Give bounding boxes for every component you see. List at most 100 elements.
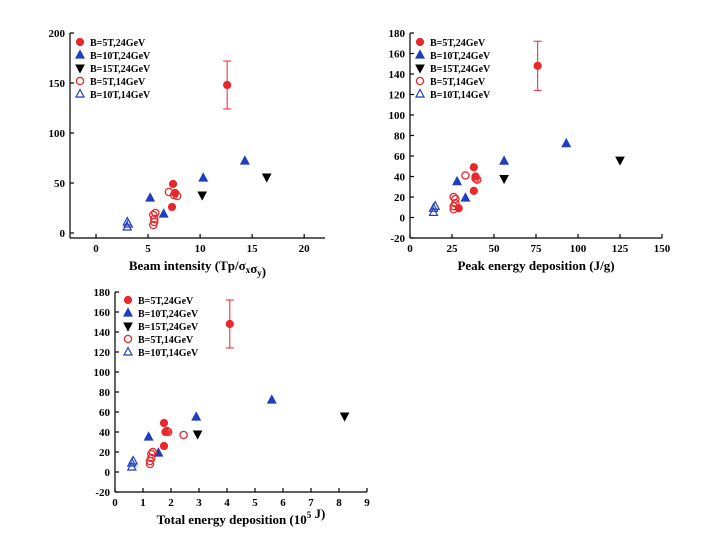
data-point [191,411,202,421]
x-tick-label: 5 [145,243,151,255]
data-point [461,171,470,180]
data-point [198,172,209,182]
x-tick-label: 15 [247,243,259,255]
x-tick-label: 0 [112,497,118,509]
legend-marker [415,76,425,86]
data-point [167,202,177,212]
y-tick-label: 140 [389,69,406,81]
data-point [460,192,471,202]
data-point [172,191,182,201]
y-tick-label: 40 [394,172,406,184]
legend-marker [123,346,133,356]
data-point [192,430,203,440]
data-point [261,173,272,183]
legend-label: B=5T,14GeV [430,77,486,88]
y-tick-label: 0 [105,467,111,479]
data-point [451,198,460,208]
y-tick-label: 160 [94,307,111,319]
data-point [128,455,139,465]
data-point [143,431,154,441]
y-tick-label: 0 [400,213,406,225]
y-tick-label: 140 [94,327,111,339]
legend-label: B=5T,14GeV [138,335,194,346]
data-point [499,155,510,165]
y-tick-label: 100 [94,367,111,379]
data-point [239,155,250,165]
y-tick-label: 120 [94,347,111,359]
data-point [469,163,478,172]
data-point [561,137,572,148]
y-tick-label: 180 [94,287,111,299]
y-tick-label: 160 [389,49,406,61]
legend-label: B=10T,24GeV [430,51,491,62]
y-tick-label: 20 [394,192,406,204]
x-axis-title: Beam intensity (Tp/σxσy) [129,258,266,279]
legend-label: B=10T,24GeV [90,51,151,62]
legend-marker [123,307,133,317]
y-tick-label: 80 [394,131,406,143]
x-tick-label: 9 [364,497,370,509]
x-tick-label: 0 [407,243,413,255]
data-point [499,175,509,185]
data-point [266,394,277,404]
data-point [533,61,542,70]
data-point [168,179,178,189]
data-point [469,186,478,195]
legend-label: B=5T,24GeV [138,296,194,307]
x-tick-label: 150 [654,243,671,255]
data-point [449,205,458,214]
x-tick-label: 100 [570,243,587,255]
x-tick-label: 125 [612,243,629,255]
y-tick-label: 60 [99,407,111,419]
data-point [471,174,480,183]
y-tick-label: -20 [95,487,110,499]
legend-label: B=15T,24GeV [138,322,199,333]
y-tick-label: 0 [60,228,66,240]
legend-marker [415,64,425,74]
x-tick-label: 5 [252,497,258,509]
data-point [159,418,169,428]
y-tick-label: 180 [389,28,406,40]
legend-label: B=5T,24GeV [90,38,146,49]
x-tick-label: 4 [224,497,230,509]
data-point [163,427,173,437]
legend-marker [123,295,133,305]
data-point [430,200,441,210]
data-point [145,459,155,469]
legend-marker [123,334,133,344]
data-point [122,216,133,226]
y-tick-label: 120 [389,90,406,102]
legend-label: B=15T,24GeV [430,64,491,75]
legend-marker [415,49,425,59]
x-tick-label: 3 [196,497,202,509]
data-point [225,319,234,329]
y-tick-label: 60 [394,151,406,163]
y-tick-label: 150 [49,78,66,90]
y-tick-label: 20 [99,447,111,459]
legend-marker [75,88,85,98]
x-tick-label: 6 [280,497,286,509]
data-point [615,156,625,166]
data-point [472,175,482,184]
data-point [158,208,169,218]
data-point [197,191,208,201]
legend-marker [75,64,85,74]
chart-beam-intensity: 0 50 100 150 200 0 5 10 15 20 Beam intensity (Tp/σ… [49,28,325,279]
x-axis-title: Total energy deposition (105 J) [157,506,326,527]
x-tick-label: 25 [447,243,459,255]
legend-label: B=5T,24GeV [430,38,486,49]
y-tick-label: -20 [390,233,405,245]
y-tick-label: 40 [99,427,111,439]
y-tick-label: 200 [49,28,66,40]
x-axis-title: Peak energy deposition (J/g) [457,258,614,273]
data-point [449,192,458,202]
x-tick-label: 75 [531,243,543,255]
data-point [145,192,156,202]
legend-marker [415,88,425,98]
data-point [159,441,169,451]
data-point [452,175,463,186]
x-tick-label: 2 [168,497,174,509]
data-point [150,214,159,224]
